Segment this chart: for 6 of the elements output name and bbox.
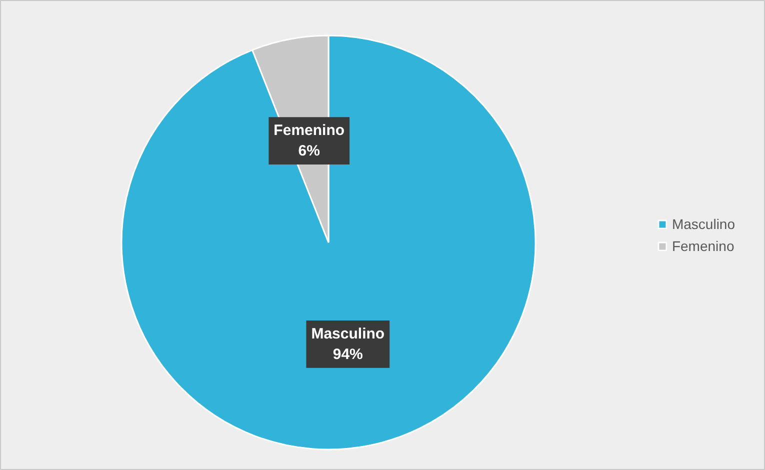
slice-label: Femenino bbox=[274, 122, 345, 140]
legend-label: Femenino bbox=[672, 238, 734, 254]
legend-label: Masculino bbox=[672, 216, 735, 232]
slice-label: Masculino bbox=[311, 325, 385, 342]
data-label: 6% bbox=[298, 142, 320, 160]
data-label: 94% bbox=[332, 346, 363, 363]
